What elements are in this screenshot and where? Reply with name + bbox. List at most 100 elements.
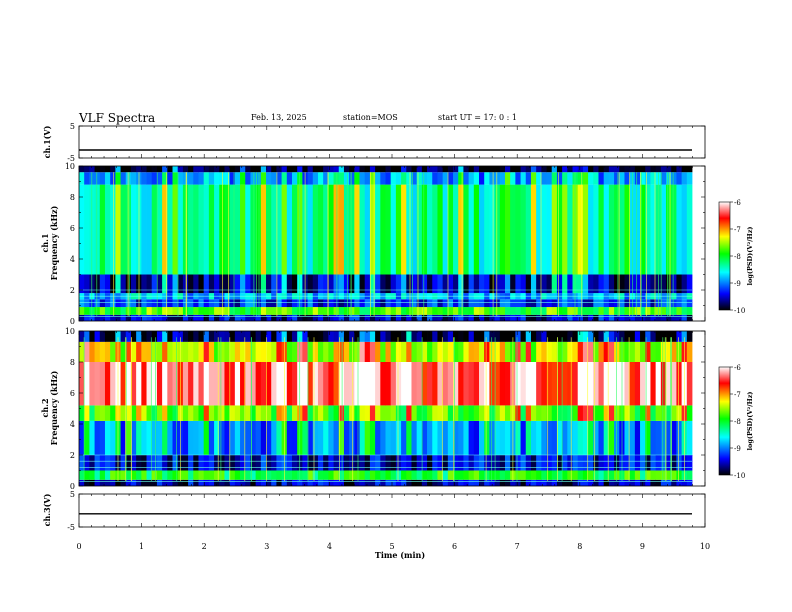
spectrogram-cell <box>99 274 106 294</box>
spectrogram-cell <box>84 341 90 362</box>
spectrogram-cell <box>385 479 392 486</box>
spectrogram-cell <box>427 470 433 480</box>
spectrogram-cell <box>541 470 547 480</box>
spectrogram-cell <box>94 455 101 471</box>
spectrogram-cell <box>598 331 605 342</box>
spectrogram-cell <box>307 172 314 185</box>
spectrogram-cell <box>255 479 262 486</box>
spectrogram-cell <box>240 307 246 315</box>
spectrogram-cell <box>676 314 683 321</box>
spectrogram-cell <box>598 299 605 308</box>
spectrogram-cell <box>395 331 402 342</box>
spectrogram-cell <box>437 274 444 294</box>
spectrogram-cell <box>671 314 677 321</box>
spectrogram-cell <box>556 470 563 480</box>
spectrogram-cell <box>494 420 501 455</box>
spectrogram-cell <box>193 331 199 342</box>
spectrogram-cell <box>515 172 521 185</box>
spectrogram-cell <box>567 172 573 185</box>
spectrogram-cell <box>416 341 423 362</box>
spectrogram-cell <box>515 299 521 308</box>
spectrogram-cell <box>260 420 267 455</box>
x-tick-label: 3 <box>264 542 269 551</box>
spectrogram-cell <box>291 172 298 185</box>
spectrogram-cell <box>390 405 397 421</box>
spectrogram-cell <box>115 172 121 185</box>
spectrogram-cell <box>255 166 262 173</box>
spectrogram-cell <box>193 455 199 471</box>
spectrogram-cell <box>146 307 153 315</box>
spectrogram-cell <box>499 470 506 480</box>
spectrogram-cell <box>593 470 599 480</box>
spectrogram-cell <box>603 307 610 315</box>
spectrogram-cell <box>266 184 272 275</box>
spectrogram-cell <box>427 341 433 362</box>
spectrogram-cell <box>260 274 267 294</box>
spectrogram-cell <box>79 166 85 173</box>
spectrogram-cell <box>676 362 683 406</box>
spectrogram-cell <box>79 470 85 480</box>
spectrogram-cell <box>369 341 376 362</box>
spectrogram-cell <box>302 455 308 471</box>
spectrogram-cell <box>401 307 407 315</box>
spectrogram-cell <box>328 274 334 294</box>
spectrogram-cell <box>458 166 464 173</box>
spectrogram-cell <box>229 331 236 342</box>
spectrogram-cell <box>676 166 683 173</box>
spectrogram-cell <box>603 184 610 275</box>
spectrogram-cell <box>203 455 210 471</box>
spectrogram-cell <box>416 184 423 275</box>
spectrogram-cell <box>525 307 532 315</box>
spectrogram-cell <box>598 479 605 486</box>
spectrogram-cell <box>240 420 246 455</box>
spectrogram-cell <box>676 405 683 421</box>
spectrogram-cell <box>473 405 480 421</box>
spectrogram-cell <box>333 420 340 455</box>
spectrogram-cell <box>671 405 677 421</box>
spectrogram-cell <box>468 299 475 308</box>
spectrogram-cell <box>245 405 251 421</box>
spectrogram-cell <box>551 405 558 421</box>
spectrogram-cell <box>629 470 636 480</box>
spectrogram-cell <box>442 470 449 480</box>
spectrogram-cell <box>463 331 470 342</box>
spectrogram-cell <box>494 341 501 362</box>
spectrogram-cell <box>343 314 350 321</box>
spectrogram-cell <box>614 184 620 275</box>
spectrogram-cell <box>281 307 288 315</box>
spectrogram-cell <box>421 172 428 185</box>
spectrogram-cell <box>588 172 594 185</box>
spectrogram-cell <box>442 455 449 471</box>
date-label: Feb. 13, 2025 <box>251 113 307 122</box>
spectrogram-cell <box>463 274 470 294</box>
spectrogram-cell <box>338 362 345 406</box>
spectrogram-cell <box>120 299 127 308</box>
spectrogram-cell <box>603 172 610 185</box>
spectrogram-cell <box>603 479 610 486</box>
spectrogram-cell <box>198 405 205 421</box>
spectrogram-cell <box>541 479 547 486</box>
spectrogram-cell <box>224 299 231 308</box>
spectrogram-cell <box>671 420 677 455</box>
spectrogram-cell <box>162 479 168 486</box>
spectrogram-cell <box>130 166 137 173</box>
spectrogram-cell <box>520 479 527 486</box>
spectrogram-cell <box>323 341 329 362</box>
spectrogram-cell <box>146 172 153 185</box>
spectrogram-cell <box>608 274 615 294</box>
spectrogram-cell <box>291 341 298 362</box>
spectrogram-cell <box>655 166 662 173</box>
spectrogram-cell <box>229 341 236 362</box>
spectrogram-cell <box>401 172 407 185</box>
spectrogram-cell <box>297 274 303 294</box>
spectrogram-cell <box>567 479 573 486</box>
spectrogram-cell <box>219 362 225 406</box>
spectrogram-cell <box>110 274 116 294</box>
spectrogram-cell <box>276 172 282 185</box>
spectrogram-cell <box>484 172 490 185</box>
spectrogram-cell <box>515 331 521 342</box>
spectrogram-cell <box>447 470 454 480</box>
spectrogram-cell <box>624 362 631 406</box>
spectrogram-cell <box>385 331 392 342</box>
spectrogram-cell <box>401 331 407 342</box>
